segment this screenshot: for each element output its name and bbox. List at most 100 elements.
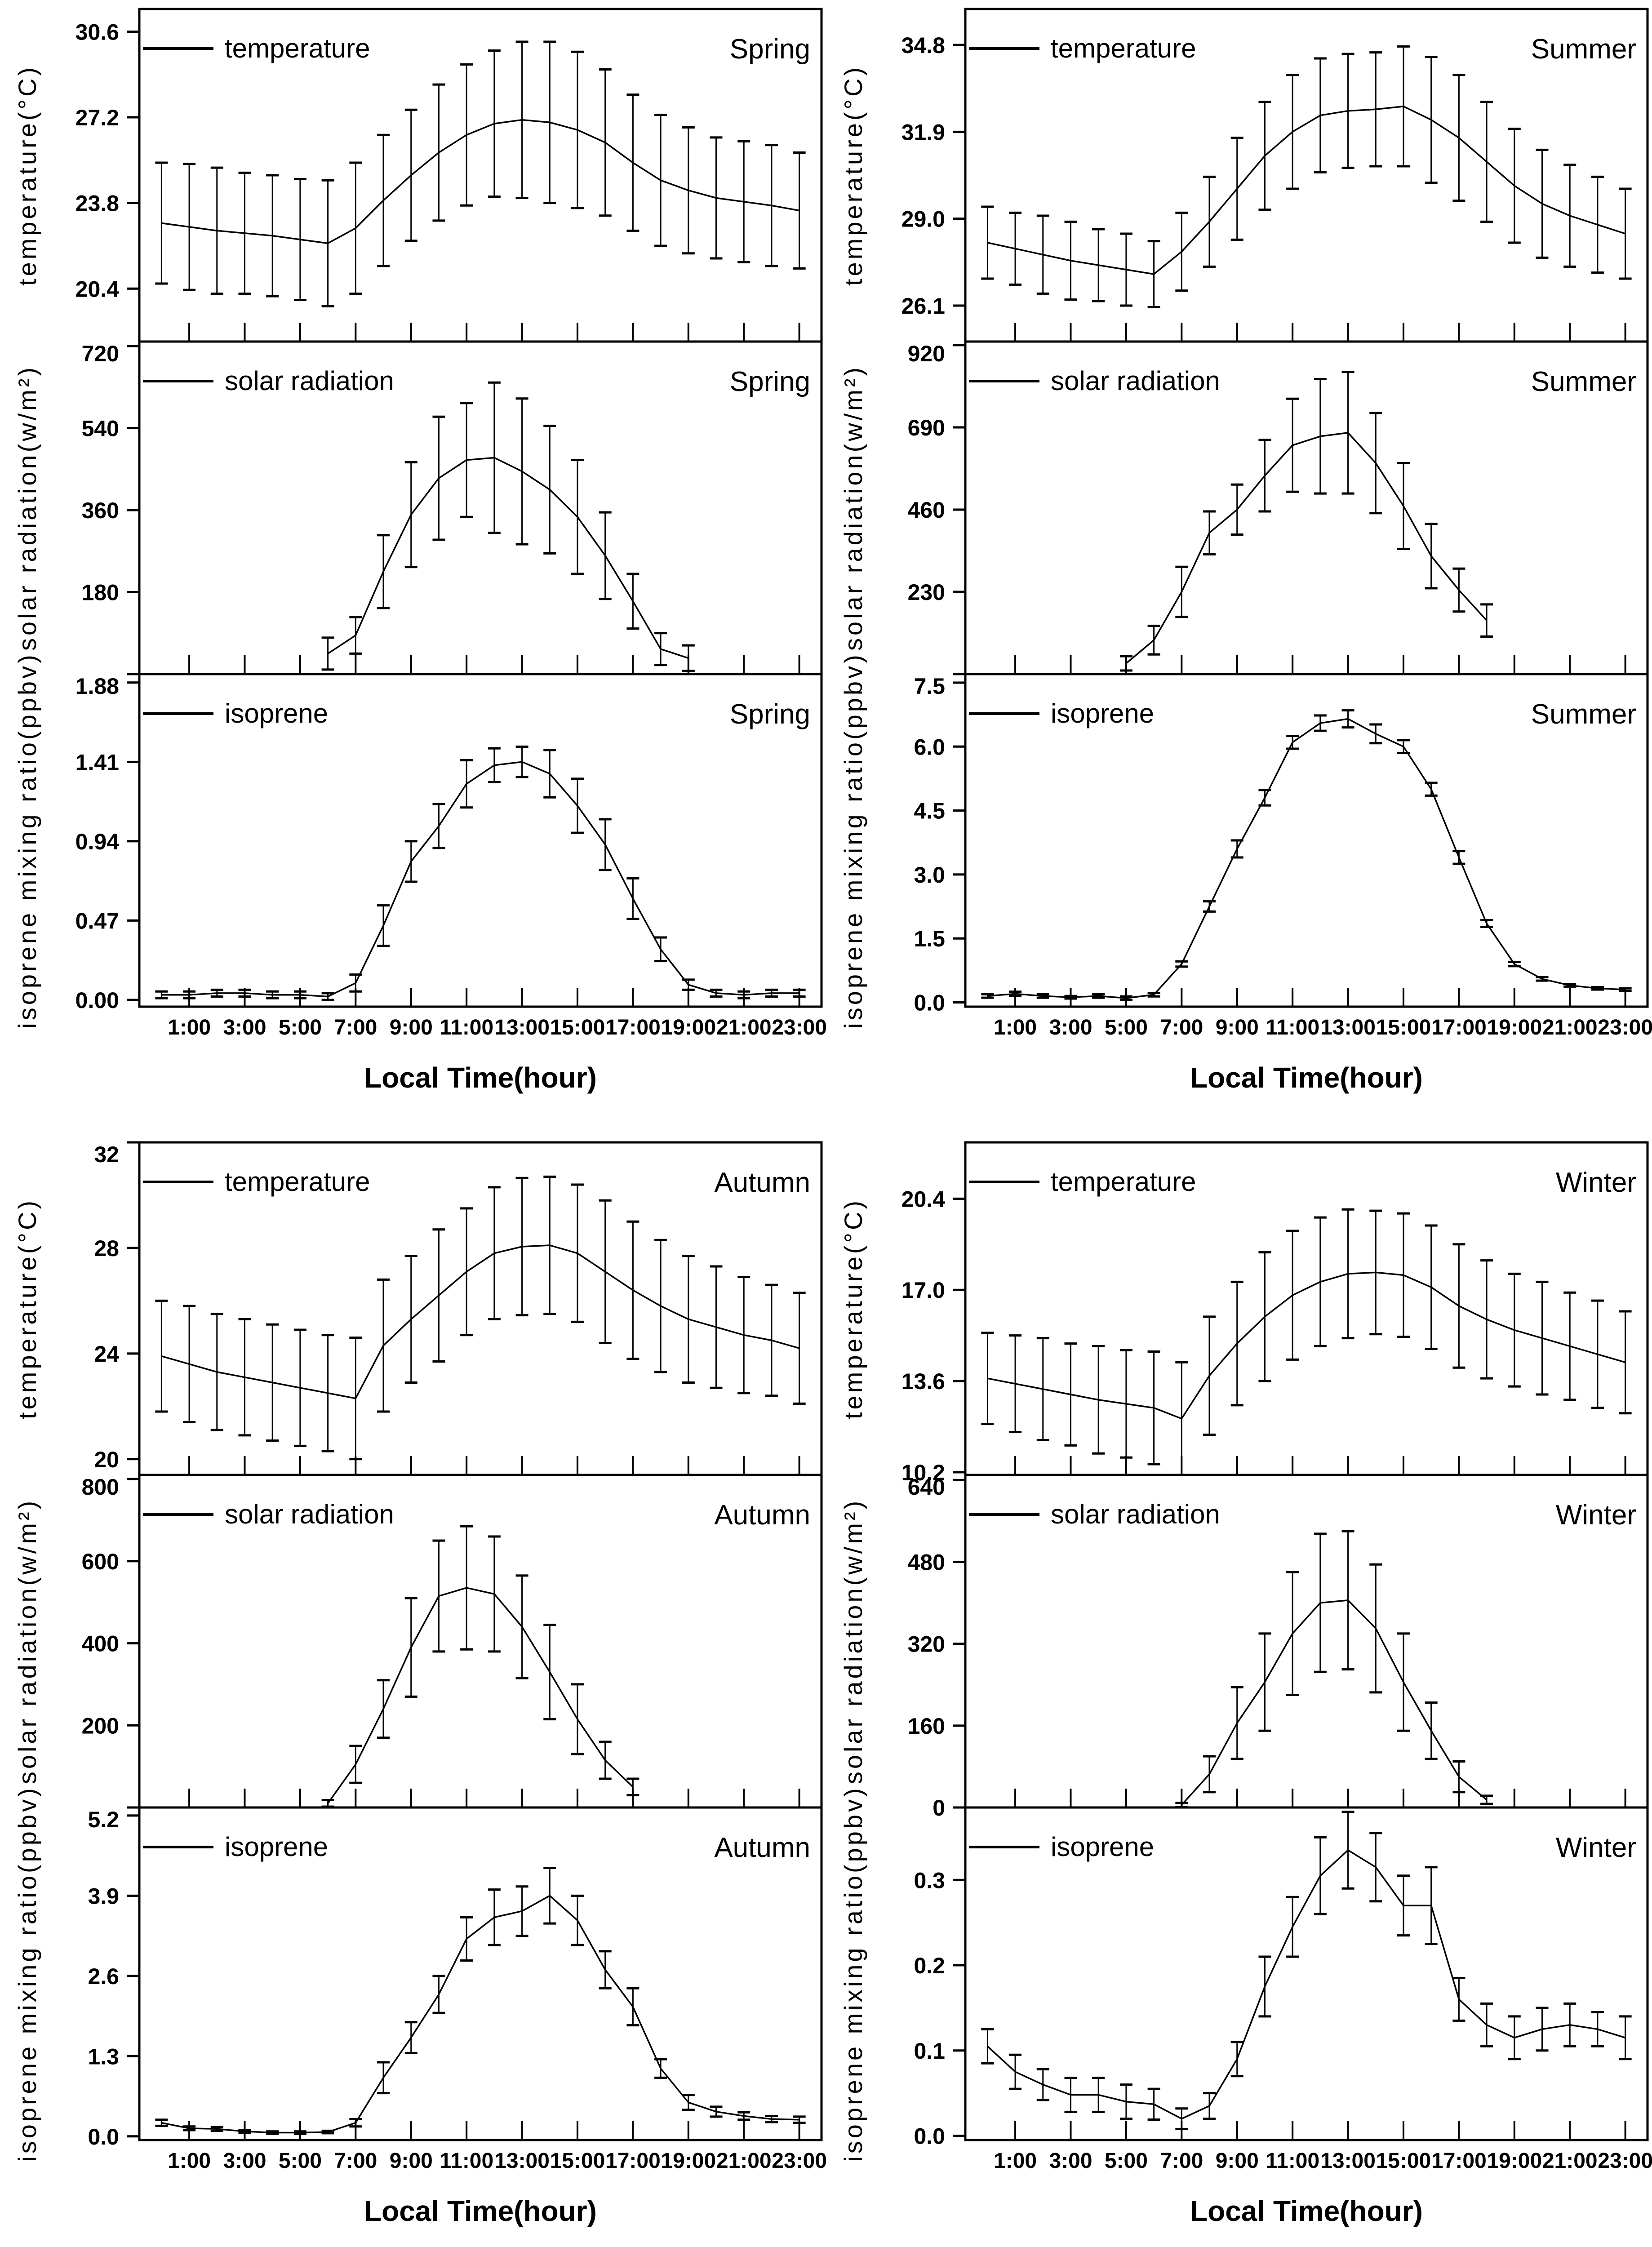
svg-text:21:00: 21:00	[716, 1016, 772, 1039]
svg-text:Autumn: Autumn	[714, 1167, 810, 1198]
svg-text:19:00: 19:00	[1487, 2149, 1542, 2173]
season-panel-summer: 26.1 29.0 31.9 34.8 temperature(°C) temperatu…	[826, 0, 1652, 1132]
svg-text:460: 460	[908, 497, 945, 523]
svg-text:540: 540	[82, 416, 119, 441]
svg-text:Spring: Spring	[730, 366, 810, 397]
svg-text:23:00: 23:00	[772, 2149, 826, 2173]
svg-text:720: 720	[82, 341, 119, 366]
svg-text:solar radiation: solar radiation	[225, 1499, 394, 1529]
svg-text:32: 32	[94, 1142, 119, 1167]
svg-text:7:00: 7:00	[334, 2149, 377, 2173]
svg-text:3:00: 3:00	[223, 2149, 266, 2173]
svg-text:0.0: 0.0	[914, 990, 945, 1016]
svg-text:19:00: 19:00	[1487, 1016, 1542, 1039]
svg-text:3:00: 3:00	[223, 1016, 266, 1039]
svg-text:isoprene mixing ratio(ppbv): isoprene mixing ratio(ppbv)	[839, 652, 867, 1028]
svg-text:11:00: 11:00	[1266, 2149, 1319, 2173]
svg-text:Summer: Summer	[1531, 34, 1636, 65]
svg-text:1.5: 1.5	[914, 926, 945, 951]
svg-text:7:00: 7:00	[334, 1016, 377, 1039]
svg-text:1:00: 1:00	[168, 2149, 211, 2173]
svg-text:15:00: 15:00	[1376, 1016, 1431, 1039]
svg-text:690: 690	[908, 415, 945, 440]
svg-text:0.0: 0.0	[88, 2124, 119, 2149]
svg-text:320: 320	[908, 1632, 945, 1657]
svg-text:Local Time(hour): Local Time(hour)	[1190, 2195, 1423, 2227]
svg-text:23:00: 23:00	[1598, 2149, 1652, 2173]
svg-text:27.2: 27.2	[75, 105, 119, 130]
svg-text:600: 600	[82, 1549, 119, 1574]
svg-text:isoprene: isoprene	[1051, 698, 1154, 728]
svg-text:21:00: 21:00	[1542, 1016, 1598, 1039]
svg-text:920: 920	[908, 341, 945, 366]
svg-text:230: 230	[908, 580, 945, 605]
svg-text:160: 160	[908, 1714, 945, 1739]
svg-text:9:00: 9:00	[1216, 1016, 1259, 1039]
svg-text:isoprene: isoprene	[1051, 1832, 1154, 1862]
svg-text:1.3: 1.3	[88, 2044, 119, 2069]
svg-text:5:00: 5:00	[279, 1016, 322, 1039]
svg-text:24: 24	[94, 1341, 119, 1367]
svg-text:isoprene: isoprene	[225, 1832, 328, 1862]
svg-text:1:00: 1:00	[994, 1016, 1037, 1039]
svg-text:3:00: 3:00	[1049, 2149, 1092, 2173]
svg-text:23:00: 23:00	[1598, 1016, 1652, 1039]
svg-text:temperature: temperature	[1051, 33, 1196, 63]
svg-text:20.4: 20.4	[901, 1186, 946, 1212]
svg-text:20: 20	[94, 1447, 119, 1472]
svg-text:Local Time(hour): Local Time(hour)	[364, 1061, 597, 1094]
svg-text:13:00: 13:00	[1320, 1016, 1376, 1039]
svg-text:solar radiation: solar radiation	[1051, 366, 1220, 396]
svg-text:29.0: 29.0	[901, 207, 945, 232]
svg-text:34.8: 34.8	[901, 33, 945, 58]
svg-text:400: 400	[82, 1631, 119, 1656]
svg-text:isoprene: isoprene	[225, 698, 328, 728]
svg-text:23:00: 23:00	[772, 1016, 826, 1039]
svg-text:19:00: 19:00	[661, 1016, 716, 1039]
svg-text:Summer: Summer	[1531, 699, 1636, 730]
svg-text:9:00: 9:00	[1216, 2149, 1259, 2173]
svg-text:30.6: 30.6	[75, 19, 119, 44]
chart-spring: 20.4 23.8 27.2 30.6 temperature(°C) temperatu…	[0, 0, 826, 1132]
svg-text:11:00: 11:00	[1266, 1016, 1319, 1039]
svg-text:15:00: 15:00	[550, 2149, 605, 2173]
svg-text:13:00: 13:00	[494, 1016, 550, 1039]
svg-text:5.2: 5.2	[88, 1807, 119, 1832]
svg-text:640: 640	[908, 1474, 945, 1500]
svg-text:isoprene mixing ratio(ppbv): isoprene mixing ratio(ppbv)	[839, 1785, 867, 2162]
svg-text:Local Time(hour): Local Time(hour)	[1190, 1061, 1423, 1094]
svg-text:360: 360	[82, 498, 119, 523]
svg-text:Winter: Winter	[1556, 1167, 1636, 1198]
svg-text:5:00: 5:00	[1105, 2149, 1148, 2173]
svg-text:7.5: 7.5	[914, 674, 945, 699]
svg-text:temperature: temperature	[225, 1167, 370, 1197]
svg-text:1.41: 1.41	[75, 750, 119, 775]
svg-text:solar radiation(w/m²): solar radiation(w/m²)	[839, 365, 867, 651]
svg-text:20.4: 20.4	[75, 276, 120, 302]
svg-text:11:00: 11:00	[440, 2149, 493, 2173]
svg-text:temperature(°C): temperature(°C)	[839, 1198, 867, 1419]
svg-text:1:00: 1:00	[994, 2149, 1037, 2173]
svg-text:800: 800	[82, 1474, 119, 1500]
svg-text:Spring: Spring	[730, 34, 810, 65]
svg-text:13.6: 13.6	[901, 1369, 945, 1394]
svg-text:Winter: Winter	[1556, 1832, 1636, 1863]
svg-text:0.00: 0.00	[75, 988, 119, 1013]
svg-text:0.47: 0.47	[75, 908, 119, 933]
svg-text:21:00: 21:00	[1542, 2149, 1598, 2173]
svg-text:3.9: 3.9	[88, 1883, 119, 1909]
svg-text:5:00: 5:00	[1105, 1016, 1148, 1039]
svg-text:17:00: 17:00	[605, 2149, 661, 2173]
svg-text:200: 200	[82, 1713, 119, 1738]
svg-text:0.94: 0.94	[75, 829, 120, 854]
svg-text:Winter: Winter	[1556, 1500, 1636, 1531]
chart-summer: 26.1 29.0 31.9 34.8 temperature(°C) temperatu…	[826, 0, 1652, 1132]
svg-text:9:00: 9:00	[390, 1016, 433, 1039]
svg-text:Spring: Spring	[730, 699, 810, 730]
svg-text:17:00: 17:00	[1431, 1016, 1487, 1039]
svg-text:9:00: 9:00	[390, 2149, 433, 2173]
svg-text:23.8: 23.8	[75, 191, 119, 216]
svg-text:solar radiation: solar radiation	[1051, 1499, 1220, 1529]
svg-text:temperature: temperature	[225, 33, 370, 63]
svg-text:26.1: 26.1	[901, 293, 945, 319]
